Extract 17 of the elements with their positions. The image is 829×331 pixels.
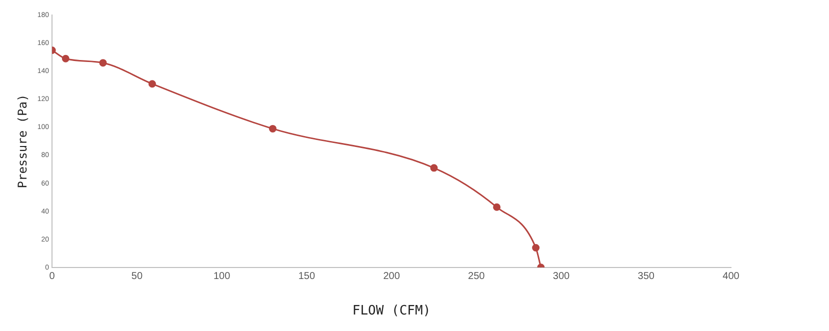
x-tick-label: 100 — [213, 271, 231, 282]
x-tick-label: 400 — [722, 271, 740, 282]
x-tick-label: 150 — [298, 271, 316, 282]
point — [493, 203, 501, 211]
point — [148, 80, 156, 88]
y-axis-title: Pressure (Pa) — [15, 94, 30, 188]
x-tick-label: 250 — [468, 271, 486, 282]
point — [268, 124, 276, 132]
x-tick-label: 350 — [638, 271, 655, 282]
x-tick-label: 50 — [131, 271, 143, 282]
point — [62, 54, 70, 62]
x-axis-title: FLOW (CFM) — [352, 304, 431, 319]
x-tick-label: 200 — [383, 271, 400, 282]
x-tick-label: 300 — [552, 271, 570, 282]
point — [430, 164, 438, 172]
point — [532, 244, 540, 252]
point — [99, 59, 107, 67]
